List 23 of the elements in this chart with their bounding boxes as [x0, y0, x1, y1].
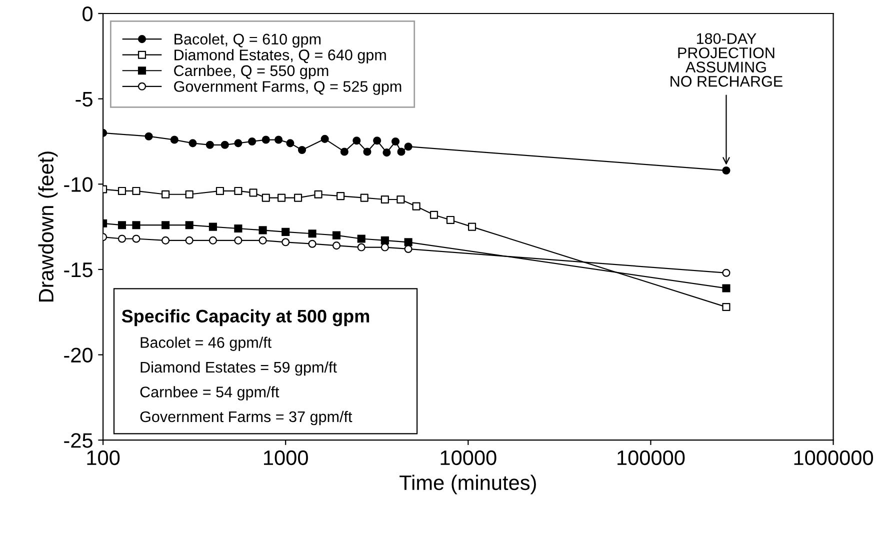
- legend-label: Government Farms, Q = 525 gpm: [174, 81, 402, 95]
- x-tick-label: 1000: [264, 450, 308, 466]
- y-tick-label: -15: [64, 262, 92, 278]
- y-tick-label: -5: [76, 92, 92, 107]
- x-tick-label: 100000: [618, 450, 685, 466]
- y-tick-label: 0: [82, 6, 93, 22]
- x-tick-label: 1000000: [794, 450, 874, 466]
- legend-label: Carnbee, Q = 550 gpm: [174, 64, 328, 80]
- y-tick-label: -20: [64, 348, 93, 363]
- annotation: Specific Capacity at 500 gpm: [122, 309, 370, 326]
- annotation: Government Farms = 37 gpm/ft: [140, 410, 352, 426]
- y-tick-label: -10: [64, 177, 93, 192]
- annotation: 180-DAY PROJECTION ASSUMING NO RECHARGE: [670, 33, 782, 87]
- legend-label: Bacolet, Q = 610 gpm: [174, 33, 321, 48]
- legend-label: Diamond Estates, Q = 640 gpm: [174, 49, 386, 64]
- y-axis-title: Drawdown (feet): [38, 152, 58, 302]
- x-tick-label: 100: [87, 450, 120, 466]
- annotation: Carnbee = 54 gpm/ft: [140, 386, 280, 400]
- annotation: Bacolet = 46 gpm/ft: [140, 336, 272, 351]
- y-tick-label: -25: [64, 433, 92, 448]
- x-axis-title: Time (minutes): [400, 474, 536, 494]
- annotation: Diamond Estates = 59 gpm/ft: [140, 361, 337, 376]
- x-tick-label: 10000: [440, 450, 496, 466]
